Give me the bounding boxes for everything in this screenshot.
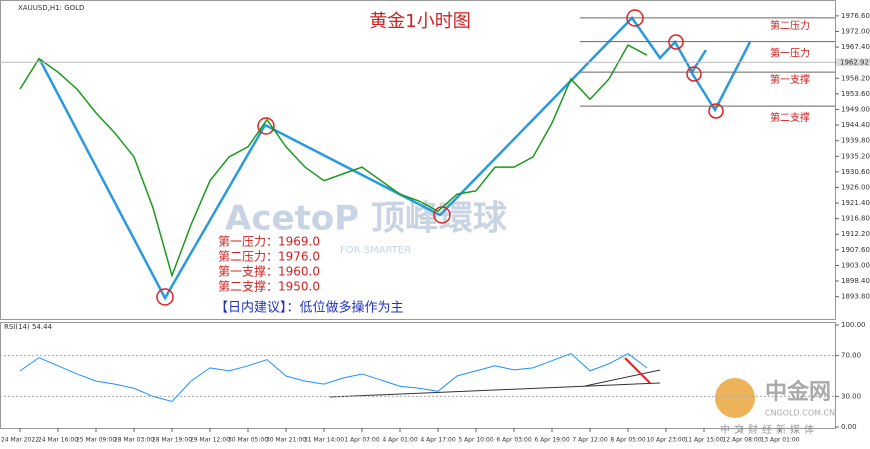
annotation: 第二压力：1976.0 xyxy=(218,250,320,264)
y-tick-label: 1935.20 xyxy=(841,152,870,160)
level-label: 第一支撑 xyxy=(770,73,810,86)
rsi-title: RSI(14) 54.44 xyxy=(4,323,53,331)
series-line xyxy=(19,352,648,403)
y-tick-label: 30.00 xyxy=(841,392,861,400)
x-tick-label: 28 Mar 03:00 xyxy=(114,437,154,444)
chart-title: 黄金1小时图 xyxy=(369,11,470,32)
main-frame xyxy=(0,0,836,320)
annotation: 第二支撑：1950.0 xyxy=(218,279,320,294)
y-tick-label: 1930.60 xyxy=(841,168,870,176)
logo-icon xyxy=(715,378,755,418)
x-tick-label: 25 Mar 09:00 xyxy=(76,437,116,444)
watermark-brand: AcetoP 顶峰環球 xyxy=(225,199,508,239)
annotation: 第一压力：1969.0 xyxy=(218,235,320,249)
x-tick-label: 5 Apr 10:00 xyxy=(458,437,493,444)
last-price-box xyxy=(836,58,870,67)
y-tick-label: 1893.80 xyxy=(841,293,870,301)
watermark-tagline: FOR SMARTER xyxy=(340,245,411,256)
y-tick-label: 1967.40 xyxy=(841,43,870,51)
x-tick-label: 6 Apr 03:00 xyxy=(496,437,531,444)
zigzag xyxy=(38,16,752,301)
y-tick-label: 1916.80 xyxy=(841,215,870,223)
y-tick-label: 1944.40 xyxy=(841,121,870,129)
y-tick-label: 1921.40 xyxy=(841,199,870,207)
rsi-trend xyxy=(329,369,661,398)
x-tick-label: 30 Mar 21:00 xyxy=(266,437,306,444)
x-tick-label: 10 Apr 23:00 xyxy=(646,437,685,444)
y-tick-label: 1953.60 xyxy=(841,90,870,98)
x-tick-label: 4 Apr 17:00 xyxy=(420,437,455,444)
y-tick-label: 1912.20 xyxy=(841,230,870,238)
series-line xyxy=(19,44,648,279)
last-price: 1962.92 xyxy=(840,58,869,66)
y-tick-label: 100.00 xyxy=(841,321,866,329)
x-tick-label: 13 Apr 01:00 xyxy=(760,437,799,444)
x-tick-label: 1 Apr 07:00 xyxy=(344,437,379,444)
x-tick-label: 24 Mar 16:00 xyxy=(38,437,78,444)
x-tick-label: 8 Apr 05:00 xyxy=(610,437,645,444)
x-tick-label: 7 Apr 12:00 xyxy=(572,437,607,444)
y-tick-label: 1958.20 xyxy=(841,74,870,82)
logo-slogan: 中文财经新媒体 xyxy=(720,423,818,436)
y-tick-label: 0.00 xyxy=(841,423,857,431)
symbol: XAUUSD,H1: GOLD xyxy=(18,4,84,12)
y-tick-label: 1898.40 xyxy=(841,277,870,285)
y-tick-label: 1976.60 xyxy=(841,12,870,20)
x-tick-label: 6 Apr 19:00 xyxy=(534,437,569,444)
y-tick-label: 1907.60 xyxy=(841,246,870,254)
logo-site: CNGOLD.COM.CN xyxy=(765,409,835,418)
x-tick-label: 12 Apr 08:00 xyxy=(722,437,761,444)
x-tick-label: 11 Apr 15:00 xyxy=(684,437,723,444)
arrow xyxy=(624,357,651,384)
level-label: 第二压力 xyxy=(770,19,810,32)
y-tick-label: 1926.00 xyxy=(841,183,870,191)
y-tick-label: 1939.80 xyxy=(841,137,870,145)
level-label: 第一压力 xyxy=(770,47,810,60)
y-tick-label: 1972.00 xyxy=(841,27,870,35)
y-tick-label: 1949.00 xyxy=(841,105,870,113)
rsi-frame xyxy=(0,322,836,429)
x-tick-label: 4 Apr 01:00 xyxy=(382,437,417,444)
y-tick-label: 70.00 xyxy=(841,352,861,360)
x-tick-label: 24 Mar 2022 xyxy=(1,437,39,444)
annotation: 第一支撑：1960.0 xyxy=(218,264,320,279)
level-label: 第二支撑 xyxy=(770,111,810,124)
x-tick-label: 28 Mar 19:00 xyxy=(152,437,192,444)
x-tick-label: 31 Mar 14:00 xyxy=(304,437,344,444)
y-tick-label: 1903.00 xyxy=(841,261,870,269)
advice: 【日内建议】：低位做多操作为主 xyxy=(215,300,404,316)
x-tick-label: 29 Mar 12:00 xyxy=(190,437,230,444)
x-tick-label: 30 Mar 05:00 xyxy=(228,437,268,444)
logo: 中金网 xyxy=(765,379,831,405)
